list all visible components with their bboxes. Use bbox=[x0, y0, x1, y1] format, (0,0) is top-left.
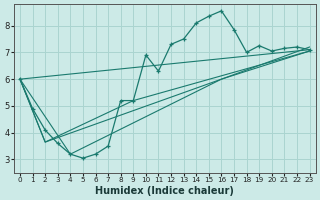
X-axis label: Humidex (Indice chaleur): Humidex (Indice chaleur) bbox=[95, 186, 234, 196]
